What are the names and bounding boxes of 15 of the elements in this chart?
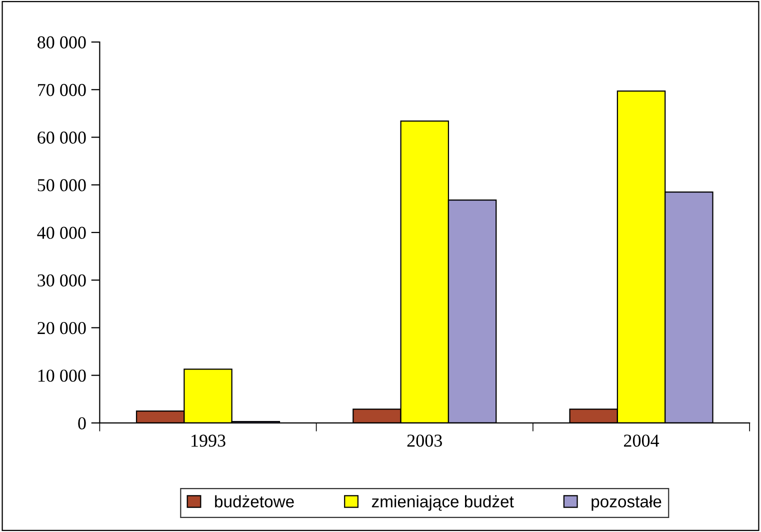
y-tick-label: 30 000 <box>38 274 86 287</box>
y-tick-label: 80 000 <box>38 36 86 48</box>
y-tick-label: 20 000 <box>38 322 86 334</box>
y-tick-label: 0 <box>78 417 86 430</box>
y-tick-label: 40 000 <box>37 226 86 239</box>
x-tick-label: 2003 <box>407 434 442 447</box>
y-tick-label: 50 000 <box>38 179 86 192</box>
legend-label: pozostałe <box>592 495 662 511</box>
legend-label: budżetowe <box>215 495 294 508</box>
y-tick-label: 70 000 <box>38 84 86 96</box>
y-tick-label: 10 000 <box>38 370 86 382</box>
x-tick-label: 1993 <box>192 434 226 447</box>
x-tick-label: 2004 <box>624 434 660 447</box>
legend-label: zmieniające budżet <box>372 495 514 511</box>
y-tick-label: 60 000 <box>38 132 86 144</box>
